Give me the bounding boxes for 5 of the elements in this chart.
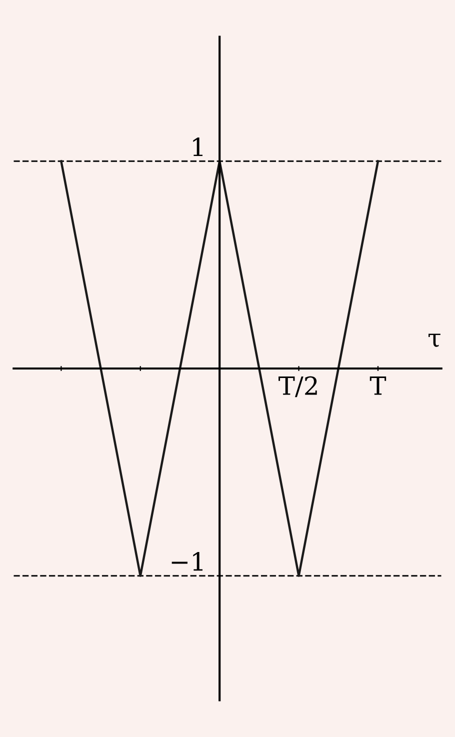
x-tick-label: T bbox=[370, 376, 386, 395]
x-axis-title: τ bbox=[428, 334, 440, 347]
y-tick-label: −1 bbox=[172, 552, 202, 571]
y-tick-label: 1 bbox=[193, 137, 202, 156]
x-tick-label: T/2 bbox=[278, 376, 317, 398]
